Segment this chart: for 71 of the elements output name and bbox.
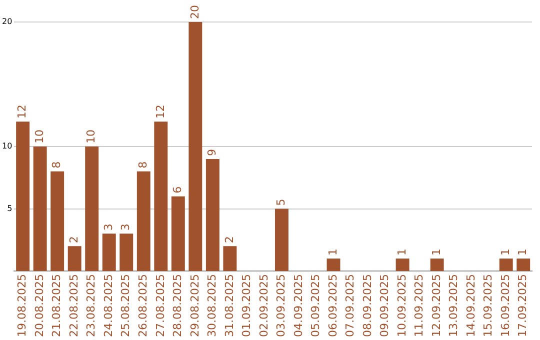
y-tick-label: 10: [2, 142, 12, 151]
x-tick-label: 03.09.2025: [274, 274, 288, 338]
x-tick-label: 06.09.2025: [326, 274, 340, 338]
data-label: 8: [136, 161, 150, 168]
data-label: 10: [32, 130, 46, 144]
x-tick-label: 04.09.2025: [292, 274, 305, 338]
bar: [171, 196, 185, 272]
x-tick-label: 08.09.2025: [360, 274, 374, 338]
bar: [430, 258, 444, 272]
data-label: 20: [188, 5, 202, 19]
x-tick-label: 24.08.2025: [102, 274, 115, 338]
x-tick-label: 10.09.2025: [395, 274, 408, 338]
data-label: 1: [430, 248, 443, 256]
data-label: 6: [171, 186, 184, 194]
bar: [206, 158, 220, 272]
data-label: 2: [67, 236, 80, 244]
x-tick-label: 20.08.2025: [32, 274, 46, 338]
bar: [223, 246, 237, 272]
x-tick-label: 21.08.2025: [50, 274, 64, 338]
x-tick-label: 01.09.2025: [240, 274, 254, 338]
bar: [85, 146, 99, 272]
x-tick-label: 17.09.2025: [516, 274, 530, 338]
x-tick-label: 16.09.2025: [498, 274, 512, 338]
x-tick-label: 11.09.2025: [412, 274, 426, 338]
bar: [33, 146, 47, 272]
x-tick-label: 27.08.2025: [154, 274, 167, 338]
data-label: 1: [516, 248, 530, 256]
x-tick-label: 02.09.2025: [257, 274, 270, 338]
data-label: 3: [119, 224, 132, 231]
data-label: 8: [50, 161, 64, 168]
bar: [154, 122, 168, 272]
bar: [326, 258, 340, 272]
x-tick-label: 09.09.2025: [378, 274, 392, 338]
data-label: 1: [395, 248, 408, 256]
x-tick-label: 30.08.2025: [206, 274, 219, 338]
x-tick-label: 23.08.2025: [84, 274, 98, 338]
data-label: 12: [16, 104, 29, 119]
x-tick-label: 14.09.2025: [464, 274, 478, 338]
x-tick-label: 13.09.2025: [447, 274, 460, 338]
data-label: 1: [498, 248, 512, 256]
data-label: 5: [274, 198, 288, 206]
bar: [16, 122, 30, 272]
x-tick-label: 12.09.2025: [430, 274, 443, 338]
bar: [102, 234, 116, 272]
x-tick-label: 22.08.2025: [67, 274, 80, 338]
bar: [516, 258, 530, 272]
x-tick-label: 28.08.2025: [171, 274, 184, 338]
data-label: 10: [84, 130, 98, 144]
x-tick-label: 29.08.2025: [188, 274, 202, 338]
x-tick-label: 05.09.2025: [309, 274, 322, 338]
bar: [68, 246, 82, 272]
data-label: 1: [326, 248, 340, 256]
bar: [50, 171, 64, 272]
bar: [120, 234, 134, 272]
y-tick-label: 5: [7, 204, 12, 213]
x-tick-label: 31.08.2025: [222, 274, 236, 338]
y-tick-label: 20: [2, 17, 12, 26]
x-tick-label: 07.09.2025: [344, 274, 357, 338]
x-tick-label: 19.08.2025: [16, 274, 29, 338]
data-label: 9: [206, 148, 219, 156]
bar: [274, 208, 288, 272]
x-tick-label: 26.08.2025: [136, 274, 150, 338]
data-label: 2: [222, 236, 236, 244]
bar: [188, 22, 202, 272]
x-tick-label: 15.09.2025: [482, 274, 495, 338]
bar: [136, 171, 150, 272]
data-label: 12: [154, 104, 167, 119]
data-label: 3: [102, 224, 115, 231]
bar: [499, 258, 513, 272]
x-tick-label: 25.08.2025: [119, 274, 132, 338]
bar: [396, 258, 410, 272]
